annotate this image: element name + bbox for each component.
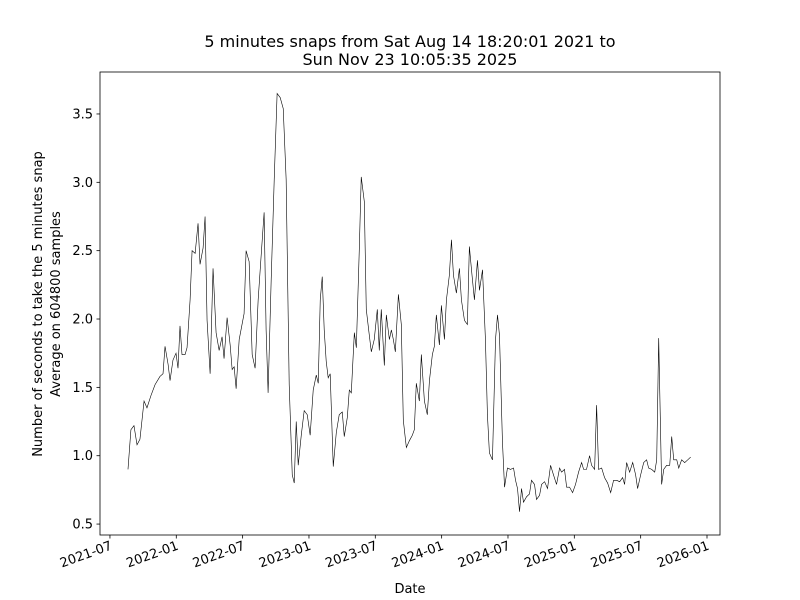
x-tick-label: 2025-01: [523, 539, 579, 572]
x-tick-label: 2022-07: [191, 539, 247, 572]
x-axis-label: Date: [394, 582, 425, 597]
y-tick-label: 2.5: [72, 244, 93, 259]
chart-title: Sun Nov 23 10:05:35 2025: [303, 50, 518, 69]
data-line: [127, 92, 691, 512]
x-tick-label: 2025-07: [589, 539, 645, 572]
y-tick-label: 1.0: [72, 449, 93, 464]
y-tick-label: 0.5: [72, 518, 93, 533]
y-tick-label: 2.0: [72, 313, 93, 328]
y-tick-label: 3.0: [72, 176, 93, 191]
y-axis-label: Average on 604800 samples: [49, 211, 64, 397]
x-tick-label: 2024-07: [456, 539, 512, 572]
x-tick-label: 2021-07: [58, 539, 114, 572]
x-tick-label: 2023-07: [323, 539, 379, 572]
x-tick-label: 2022-01: [124, 539, 180, 572]
plot-frame: [99, 71, 721, 536]
y-axis-label: Number of seconds to take the 5 minutes …: [31, 151, 46, 457]
y-tick-label: 1.5: [72, 381, 93, 396]
x-tick-label: 2023-01: [257, 539, 313, 572]
x-tick-label: 2026-01: [655, 539, 711, 572]
chart-title: 5 minutes snaps from Sat Aug 14 18:20:01…: [204, 32, 615, 51]
y-tick-label: 3.5: [72, 107, 93, 122]
x-tick-label: 2024-01: [390, 539, 446, 572]
